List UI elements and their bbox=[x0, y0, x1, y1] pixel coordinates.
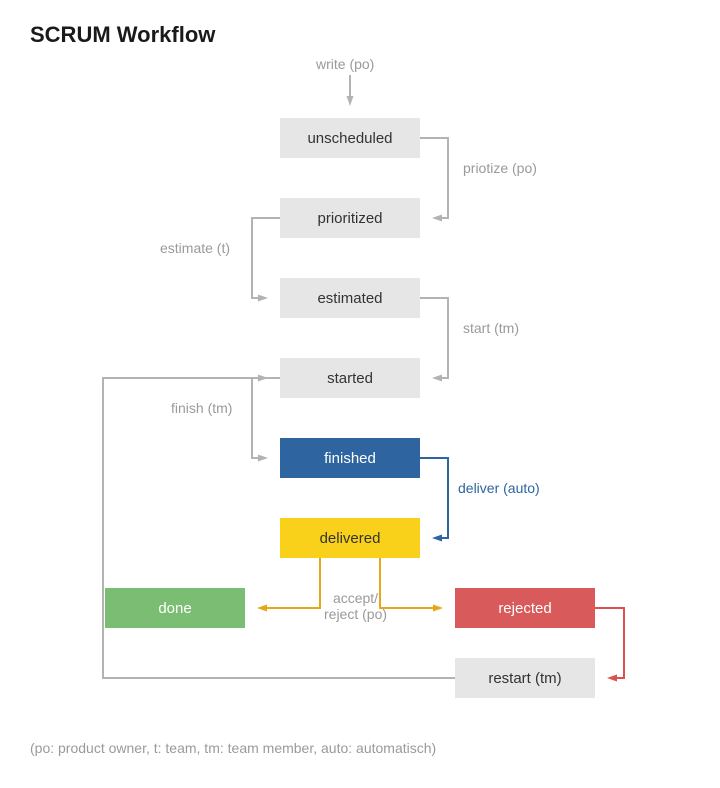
node-restart: restart (tm) bbox=[455, 658, 595, 698]
edge-e-start bbox=[420, 298, 448, 382]
edge-label-start: start (tm) bbox=[463, 320, 519, 336]
node-finished: finished bbox=[280, 438, 420, 478]
page-title: SCRUM Workflow bbox=[30, 22, 215, 48]
node-unscheduled: unscheduled bbox=[280, 118, 420, 158]
edge-label-estimate: estimate (t) bbox=[160, 240, 230, 256]
edge-label-write: write (po) bbox=[316, 56, 374, 72]
edge-e-reject bbox=[380, 558, 443, 612]
edge-e-accept bbox=[257, 558, 320, 612]
edge-label-prioritize: priotize (po) bbox=[463, 160, 537, 176]
node-rejected: rejected bbox=[455, 588, 595, 628]
node-estimated: estimated bbox=[280, 278, 420, 318]
edge-label-acceptreject: accept/ reject (po) bbox=[324, 590, 387, 622]
edge-label-finish: finish (tm) bbox=[171, 400, 232, 416]
node-done: done bbox=[105, 588, 245, 628]
legend-footnote: (po: product owner, t: team, tm: team me… bbox=[30, 740, 436, 756]
node-started: started bbox=[280, 358, 420, 398]
edge-e-write bbox=[347, 75, 354, 106]
edge-e-estimate bbox=[252, 218, 280, 302]
edge-e-deliver bbox=[420, 458, 448, 542]
edge-label-deliver: deliver (auto) bbox=[458, 480, 540, 496]
node-delivered: delivered bbox=[280, 518, 420, 558]
edge-e-prioritize bbox=[420, 138, 448, 222]
edge-e-rejected-restart bbox=[595, 608, 624, 682]
edge-e-finish bbox=[252, 378, 280, 462]
node-prioritized: prioritized bbox=[280, 198, 420, 238]
